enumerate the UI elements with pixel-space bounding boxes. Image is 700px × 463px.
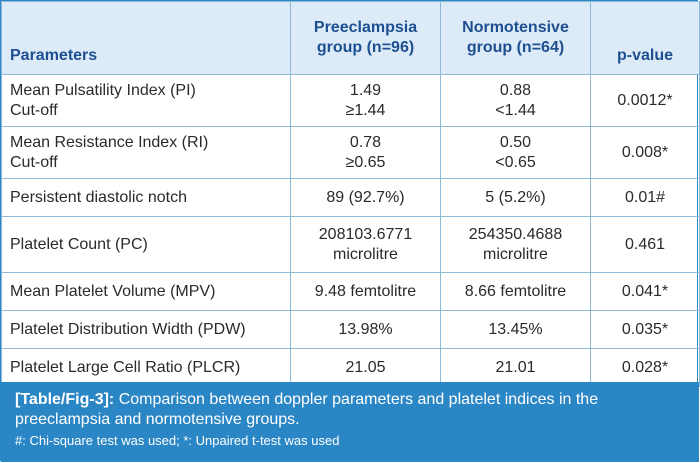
caption-text: [Table/Fig-3]: Comparison between dopple… — [15, 390, 689, 430]
parameter-cell: Persistent diastolic notch — [1, 178, 291, 217]
normotensive-cell: 8.66 femtolitre — [440, 272, 591, 311]
parameter-cell: Mean Pulsatility Index (PI) Cut-off — [1, 74, 291, 127]
p-value-cell: 0.028* — [590, 348, 700, 387]
table-row: Platelet Distribution Width (PDW) 13.98%… — [1, 310, 700, 349]
parameter-cell: Platelet Distribution Width (PDW) — [1, 310, 291, 349]
table-row: Persistent diastolic notch 89 (92.7%) 5 … — [1, 178, 700, 217]
parameter-cell: Mean Platelet Volume (MPV) — [1, 272, 291, 311]
p-value-cell: 0.461 — [590, 216, 700, 273]
normotensive-cell: 21.01 — [440, 348, 591, 387]
caption-description: Comparison between doppler parameters an… — [15, 391, 599, 428]
table-row: Mean Resistance Index (RI) Cut-off 0.78 … — [1, 126, 700, 179]
normotensive-cell: 254350.4688 microlitre — [440, 216, 591, 273]
header-p-value: p-value — [590, 1, 700, 75]
caption-footnote: #: Chi-square test was used; *: Unpaired… — [15, 433, 340, 448]
results-table: Parameters Preeclampsia group (n=96) Nor… — [1, 1, 700, 387]
preeclampsia-cell: 208103.6771 microlitre — [290, 216, 441, 273]
header-preeclampsia: Preeclampsia group (n=96) — [290, 1, 441, 75]
header-parameters: Parameters — [1, 1, 291, 75]
normotensive-cell: 5 (5.2%) — [440, 178, 591, 217]
preeclampsia-cell: 21.05 — [290, 348, 441, 387]
header-normotensive: Normotensive group (n=64) — [440, 1, 591, 75]
table-row: Platelet Count (PC) 208103.6771 microlit… — [1, 216, 700, 273]
figure-caption: [Table/Fig-3]: Comparison between dopple… — [1, 382, 699, 462]
normotensive-cell: 0.88 <1.44 — [440, 74, 591, 127]
header-row: Parameters Preeclampsia group (n=96) Nor… — [1, 1, 700, 75]
preeclampsia-cell: 1.49 ≥1.44 — [290, 74, 441, 127]
normotensive-cell: 0.50 <0.65 — [440, 126, 591, 179]
p-value-cell: 0.008* — [590, 126, 700, 179]
p-value-cell: 0.035* — [590, 310, 700, 349]
parameter-cell: Platelet Large Cell Ratio (PLCR) — [1, 348, 291, 387]
p-value-cell: 0.0012* — [590, 74, 700, 127]
preeclampsia-cell: 13.98% — [290, 310, 441, 349]
p-value-cell: 0.041* — [590, 272, 700, 311]
table-row: Mean Pulsatility Index (PI) Cut-off 1.49… — [1, 74, 700, 127]
caption-label: [Table/Fig-3]: — [15, 391, 115, 408]
p-value-cell: 0.01# — [590, 178, 700, 217]
preeclampsia-cell: 0.78 ≥0.65 — [290, 126, 441, 179]
preeclampsia-cell: 89 (92.7%) — [290, 178, 441, 217]
table-row: Mean Platelet Volume (MPV) 9.48 femtolit… — [1, 272, 700, 311]
parameter-cell: Platelet Count (PC) — [1, 216, 291, 273]
table-row: Platelet Large Cell Ratio (PLCR) 21.05 2… — [1, 348, 700, 387]
parameter-cell: Mean Resistance Index (RI) Cut-off — [1, 126, 291, 179]
preeclampsia-cell: 9.48 femtolitre — [290, 272, 441, 311]
normotensive-cell: 13.45% — [440, 310, 591, 349]
